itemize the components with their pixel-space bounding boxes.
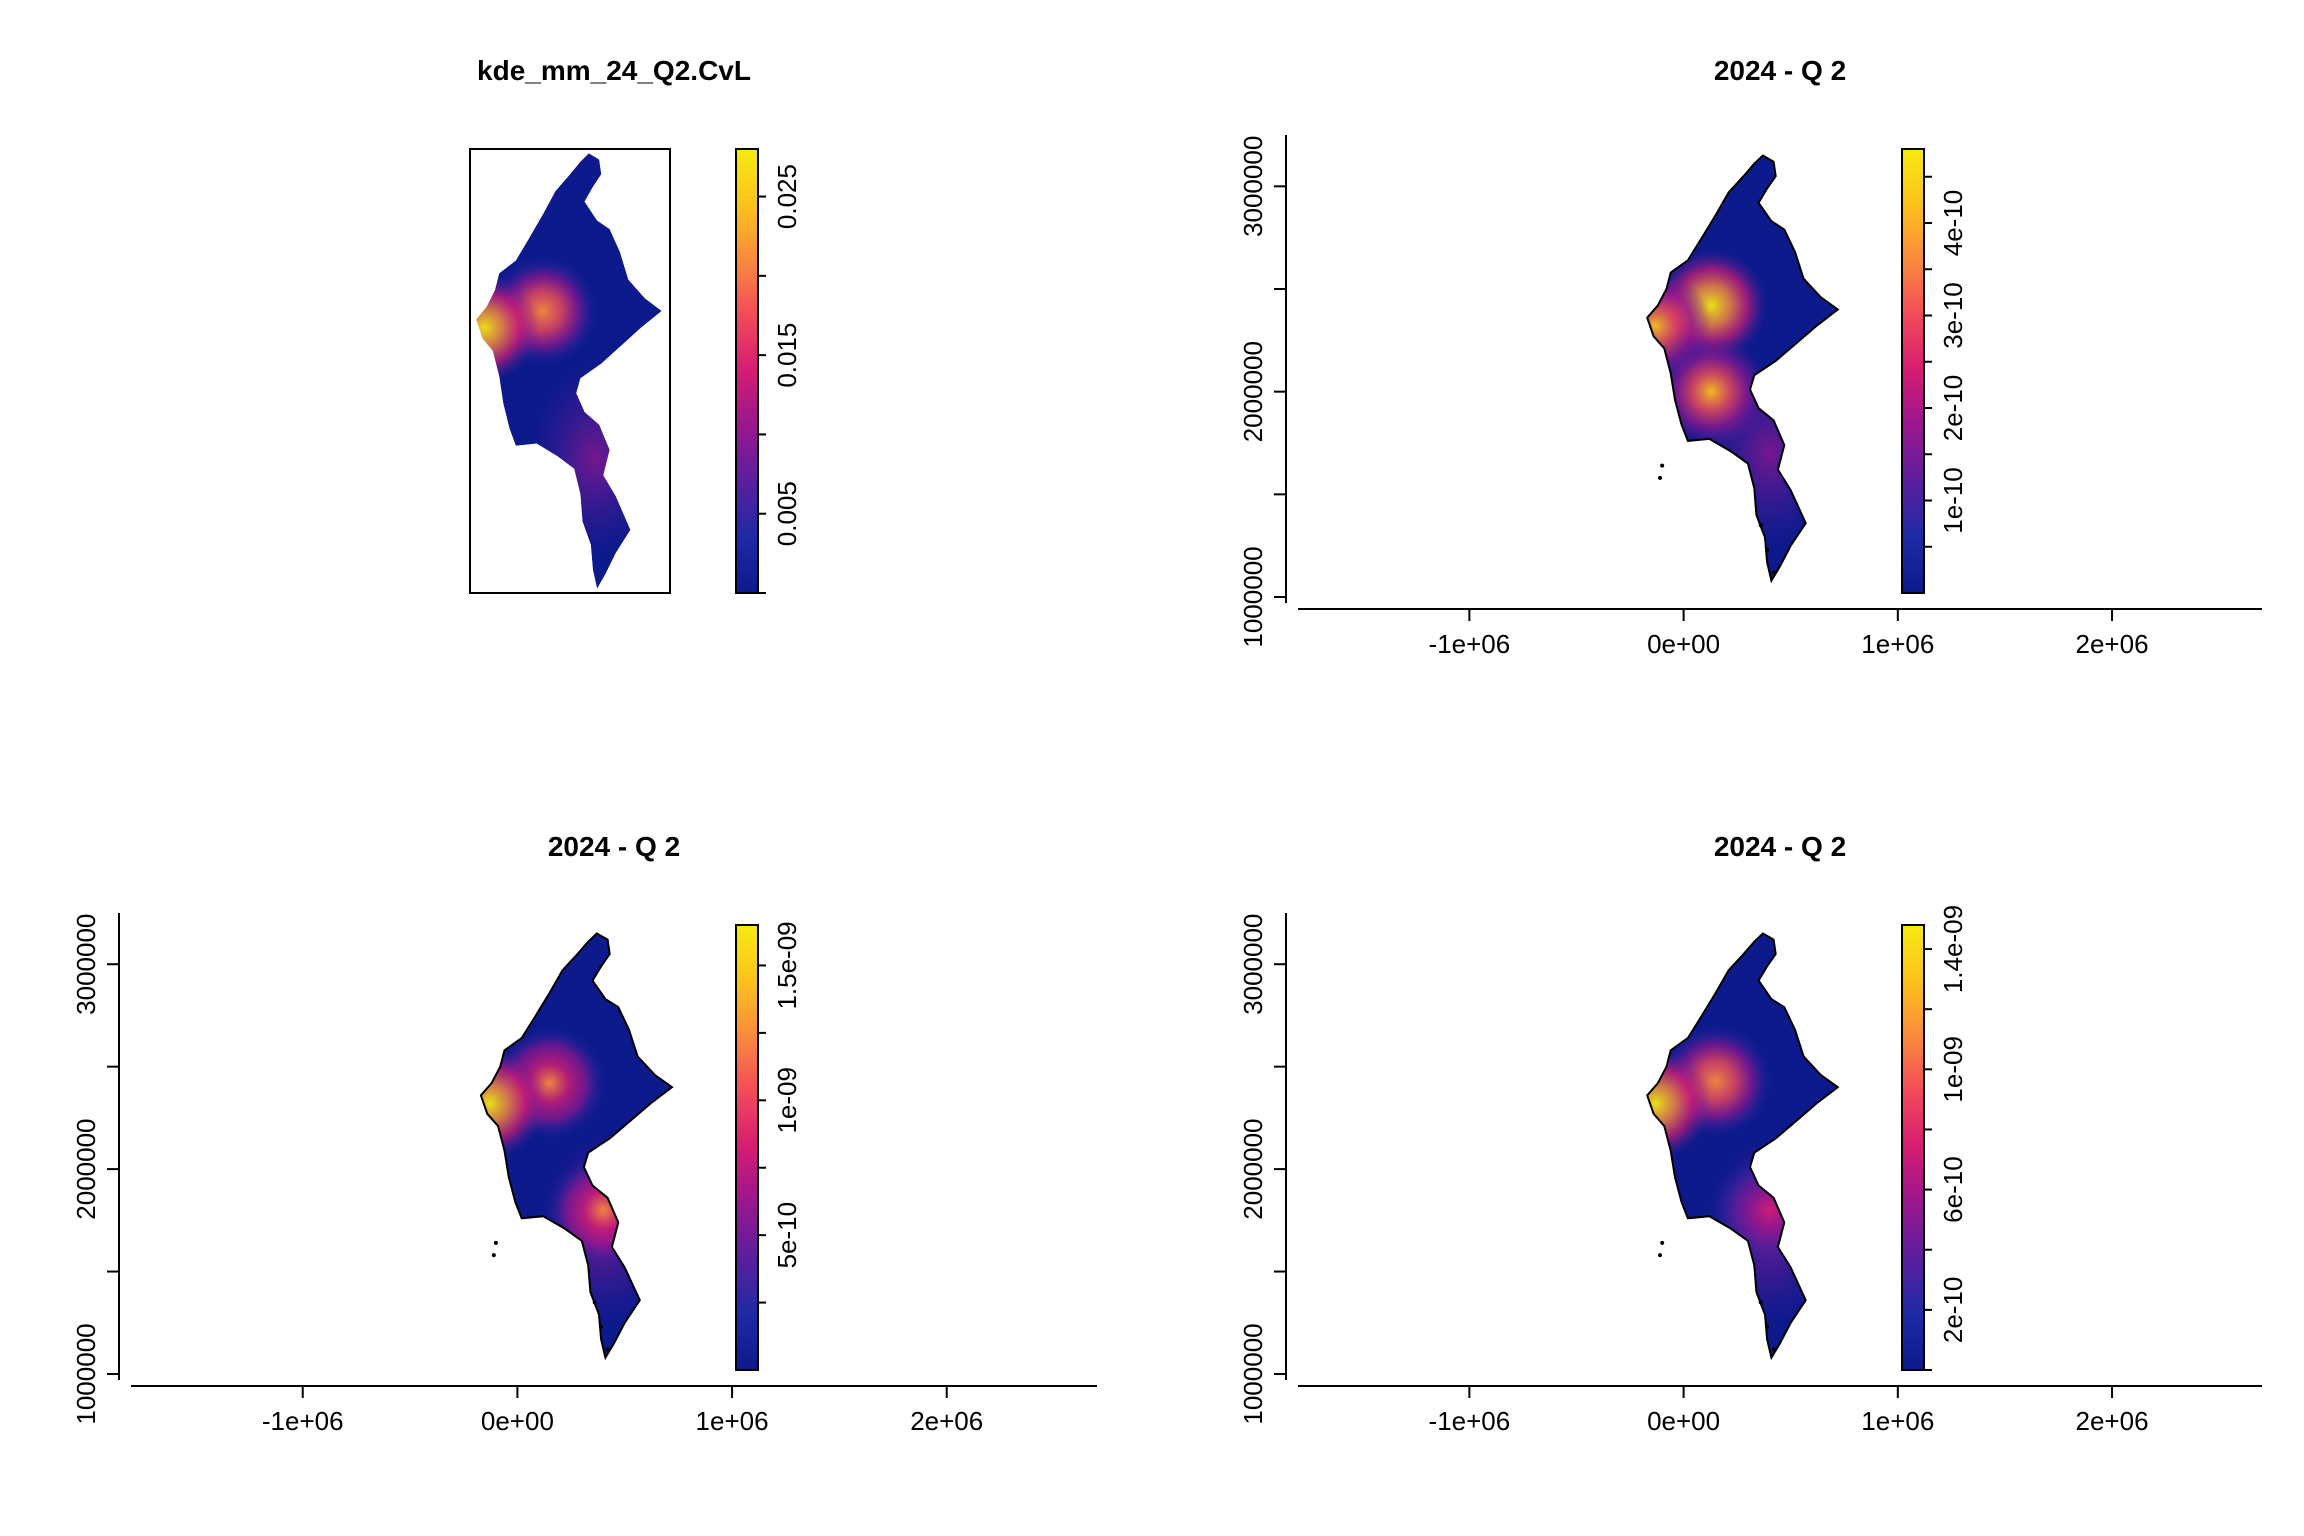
colorbar-tick-label: 3e-10: [1938, 282, 1968, 349]
density-hotspot: [480, 1047, 546, 1160]
island-mark: [605, 1347, 610, 1352]
colorbar-tick-label: 1e-09: [772, 1067, 802, 1134]
density-hotspot: [476, 273, 539, 383]
x-tick-label: 0e+00: [481, 1406, 554, 1436]
island-mark: [491, 1253, 496, 1258]
colorbar-tick-label: 2e-10: [1938, 375, 1968, 442]
x-tick-label: -1e+06: [1429, 1406, 1511, 1436]
colorbar-tick-label: 4e-10: [1938, 190, 1968, 257]
island-mark: [1658, 1253, 1663, 1258]
panel-2-colorbar: 1e-10 2e-10 3e-10 4e-10: [1901, 148, 1968, 594]
colorbar-tick-label: 0.015: [772, 323, 802, 388]
x-tick-label: -1e+06: [262, 1406, 344, 1436]
x-tick-label: 1e+06: [696, 1406, 769, 1436]
colorbar-ramp: [1901, 924, 1925, 1371]
colorbar-tick-label: 2e-10: [1938, 1277, 1968, 1344]
x-tick-label: 1e+06: [1861, 629, 1934, 659]
y-tick-label: 1000000: [71, 1323, 101, 1424]
x-tick-label: 2e+06: [2076, 629, 2149, 659]
panel-1: kde_mm_24_Q2.CvL 0.005 0.015 0.025: [469, 55, 802, 594]
panel-1-frame: [469, 148, 671, 594]
colorbar-tick-label: 6e-10: [1938, 1156, 1968, 1223]
colorbar-ramp: [735, 924, 759, 1371]
island-mark: [1660, 463, 1665, 468]
density-hotspot: [1713, 1154, 1825, 1266]
x-tick-label: 1e+06: [1861, 1406, 1934, 1436]
island-mark: [1765, 547, 1770, 552]
panel-3-title: 2024 - Q 2: [548, 831, 680, 862]
island-mark: [1658, 475, 1663, 480]
panel-3-colorbar: 5e-10 1e-09 1.5e-09: [735, 921, 802, 1371]
island-mark: [1765, 1324, 1770, 1329]
country-outline: [1646, 154, 1840, 584]
island-mark: [1771, 570, 1776, 575]
density-hotspot: [547, 1154, 660, 1266]
density-band: [532, 363, 658, 554]
colorbar-tick-label: 1e-09: [1938, 1036, 1968, 1103]
y-tick-label: 1000000: [1238, 546, 1268, 647]
y-tick-label: 3000000: [1238, 914, 1268, 1015]
y-tick-label: 2000000: [71, 1118, 101, 1219]
island-mark: [592, 1300, 597, 1305]
panel-3: 2024 - Q 2 -1e+06 0e+00 1e+06 2e+06 1000000 2…: [71, 831, 1097, 1436]
panel-2-density-map: [1646, 154, 1840, 584]
panel-2-axes: -1e+06 0e+00 1e+06 2e+06 1000000 2000000 30000…: [1238, 135, 2262, 659]
y-tick-label: 3000000: [71, 914, 101, 1015]
panel-4: 2024 - Q 2 -1e+06 0e+00 1e+06 2e+06 1000000 2…: [1238, 831, 2262, 1436]
density-hotspot: [1647, 270, 1712, 382]
x-tick-label: 0e+00: [1647, 629, 1720, 659]
y-tick-label: 3000000: [1238, 136, 1268, 237]
colorbar-tick-label: 1.5e-09: [772, 921, 802, 1009]
x-tick-label: -1e+06: [1429, 629, 1511, 659]
panel-2: 2024 - Q 2 -1e+06 0e+00 1e+06 2e+06 1000000 2…: [1238, 55, 2262, 659]
panel-1-title: kde_mm_24_Q2.CvL: [477, 55, 751, 86]
x-tick-label: 0e+00: [1647, 1406, 1720, 1436]
panel-4-density-map: [1646, 932, 1840, 1361]
x-tick-label: 2e+06: [910, 1406, 983, 1436]
panel-1-colorbar: 0.005 0.015 0.025: [735, 148, 802, 594]
island-mark: [1758, 1300, 1763, 1305]
panel-4-title: 2024 - Q 2: [1714, 831, 1846, 862]
panel-4-colorbar: 2e-10 6e-10 1e-09 1.4e-09: [1901, 905, 1968, 1371]
colorbar-tick-label: 0.025: [772, 164, 802, 229]
panel-3-axes: -1e+06 0e+00 1e+06 2e+06 1000000 2000000 30000…: [71, 913, 1097, 1436]
island-mark: [1660, 1240, 1665, 1245]
colorbar-tick-label: 0.005: [772, 481, 802, 546]
x-tick-label: 2e+06: [2076, 1406, 2149, 1436]
country-outline: [479, 932, 674, 1361]
panel-4-axes: -1e+06 0e+00 1e+06 2e+06 1000000 2000000 30000…: [1238, 913, 2262, 1436]
colorbar-ramp: [1901, 148, 1925, 594]
colorbar-ramp: [735, 148, 759, 594]
country-outline: [1646, 932, 1840, 1361]
colorbar-tick-label: 1.4e-09: [1938, 905, 1968, 993]
colorbar-tick-label: 1e-10: [1938, 467, 1968, 534]
island-mark: [1771, 1347, 1776, 1352]
y-tick-label: 2000000: [1238, 341, 1268, 442]
y-tick-label: 2000000: [1238, 1118, 1268, 1219]
density-hotspot: [1647, 1047, 1712, 1160]
panel-1-density-map: [476, 153, 662, 589]
panel-3-density-map: [479, 932, 674, 1361]
island-mark: [493, 1240, 498, 1245]
island-mark: [1758, 523, 1763, 528]
panel-2-title: 2024 - Q 2: [1714, 55, 1846, 86]
island-mark: [599, 1324, 604, 1329]
y-tick-label: 1000000: [1238, 1323, 1268, 1424]
colorbar-tick-label: 5e-10: [772, 1202, 802, 1269]
